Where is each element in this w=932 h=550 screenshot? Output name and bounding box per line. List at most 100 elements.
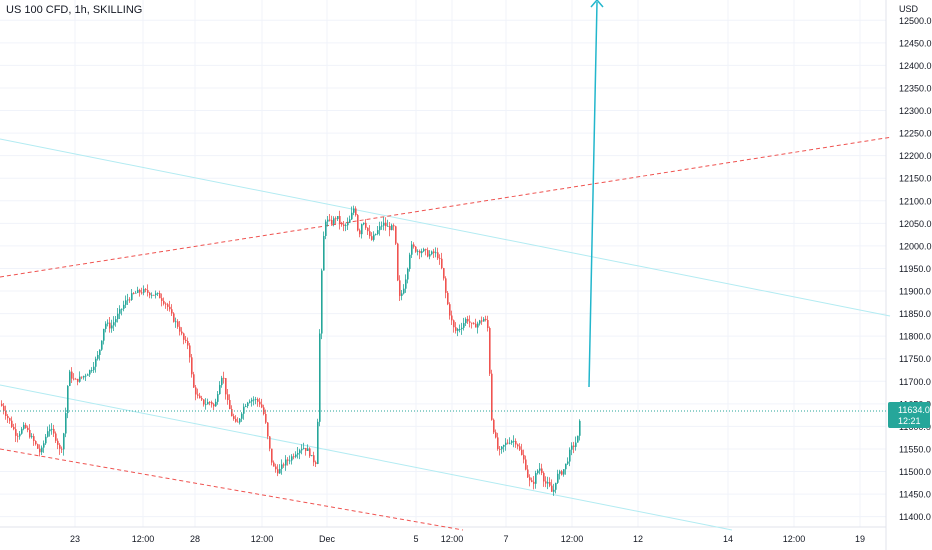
candle-body: [337, 216, 339, 220]
candle-body: [563, 469, 565, 475]
candle-body: [229, 400, 231, 410]
time-tick-label: 14: [723, 534, 733, 544]
candle-body: [217, 394, 219, 402]
candle-body: [55, 433, 57, 441]
candle-body: [459, 328, 461, 330]
candle-body: [427, 250, 429, 257]
candle: [455, 322, 457, 334]
candle: [565, 463, 567, 475]
candle: [281, 459, 283, 475]
candle: [3, 403, 5, 415]
candle: [533, 476, 535, 490]
price-tick-label: 11500.0: [899, 467, 931, 477]
candle-body: [159, 293, 161, 299]
candle-body: [561, 471, 563, 475]
candle-body: [417, 250, 419, 252]
candle: [93, 361, 95, 373]
candle-body: [183, 333, 185, 340]
candle-body: [29, 429, 31, 438]
candle-body: [223, 377, 225, 379]
candle: [203, 399, 205, 407]
candle: [241, 412, 243, 422]
candle-body: [87, 374, 89, 376]
candle-body: [407, 268, 409, 280]
candle-body: [95, 358, 97, 367]
price-tick-label: 11950.0: [899, 264, 931, 274]
candle: [11, 416, 13, 428]
candle: [69, 369, 71, 387]
candle: [305, 447, 307, 456]
candle: [321, 268, 323, 340]
candle-body: [39, 448, 41, 453]
candle: [435, 247, 437, 258]
countdown-label: 12:21: [898, 416, 921, 426]
candle-body: [543, 472, 545, 482]
candle-body: [303, 447, 305, 449]
candle: [553, 483, 555, 496]
candle-body: [65, 413, 67, 434]
candle-body: [225, 378, 227, 395]
candle-body: [403, 288, 405, 294]
candle-body: [449, 304, 451, 316]
candle-body: [179, 326, 181, 332]
candle: [423, 247, 425, 253]
candle: [371, 232, 373, 241]
candle-body: [457, 329, 459, 331]
candle-body: [379, 226, 381, 231]
candle-body: [51, 428, 53, 430]
candle-body: [393, 225, 395, 227]
candle-body: [31, 436, 33, 438]
candle-body: [565, 463, 567, 470]
candle: [235, 415, 237, 423]
candle: [245, 403, 247, 408]
candle-body: [83, 375, 85, 378]
candle: [445, 276, 447, 299]
candle: [147, 284, 149, 297]
candle: [419, 249, 421, 260]
candle: [501, 445, 503, 454]
candle-body: [75, 378, 77, 380]
candle: [327, 216, 329, 227]
candle: [191, 354, 193, 378]
candle-body: [381, 225, 383, 227]
candle-body: [163, 300, 165, 304]
candle-body: [569, 449, 571, 462]
candle-body: [455, 327, 457, 331]
candle-body: [239, 418, 241, 423]
candle-body: [529, 477, 531, 481]
price-tick-label: 12450.0: [899, 38, 932, 48]
price-tick-label: 11450.0: [899, 490, 931, 500]
candle: [213, 402, 215, 410]
candle-body: [189, 345, 191, 358]
candle: [87, 373, 89, 376]
candle: [339, 210, 341, 230]
candle: [451, 310, 453, 326]
candle-body: [285, 459, 287, 466]
candle-body: [211, 402, 213, 405]
candle: [469, 315, 471, 328]
candle-body: [321, 270, 323, 334]
candle: [133, 292, 135, 295]
candle-body: [43, 443, 45, 448]
time-axis[interactable]: 23 12:00 28 12:00 Dec 5 12:00 7 12:00 12 14 12:00 19: [70, 534, 865, 544]
candle: [209, 401, 211, 406]
candle-body: [143, 289, 145, 293]
candle-body: [15, 429, 17, 436]
candle-body: [97, 354, 99, 359]
candle: [569, 447, 571, 467]
candle-body: [233, 416, 235, 419]
candle-body: [501, 446, 503, 450]
candle-body: [155, 293, 157, 296]
candle: [161, 293, 163, 307]
candle: [457, 327, 459, 337]
candle: [571, 442, 573, 456]
price-axis[interactable]: 12500.0 12450.0 12400.0 12350.0 12300.0 12250…: [888, 4, 932, 522]
candle-body: [333, 218, 335, 224]
candle-body: [91, 370, 93, 371]
time-tick-label: 7: [503, 534, 508, 544]
candle-body: [85, 375, 87, 377]
candle-body: [99, 349, 101, 355]
candle-body: [325, 221, 327, 236]
